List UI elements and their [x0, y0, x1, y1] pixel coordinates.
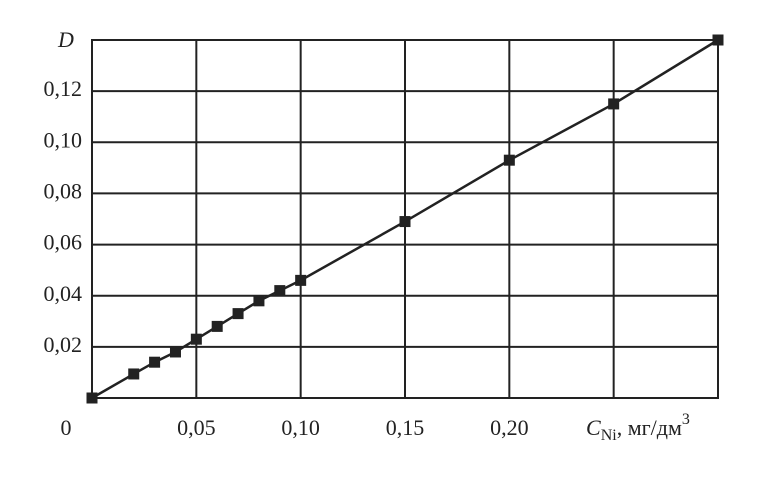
- x-axis-label-unit: , мг/дм: [617, 415, 682, 440]
- y-tick-label: 0,10: [44, 127, 83, 152]
- y-tick-label: 0,02: [44, 332, 83, 357]
- y-tick-label: 0,04: [44, 281, 83, 306]
- x-axis-label-sub: Ni: [601, 427, 618, 444]
- data-point: [211, 320, 223, 332]
- data-point: [274, 285, 286, 297]
- data-point: [169, 346, 181, 358]
- y-tick-label: 0,06: [44, 230, 83, 255]
- data-point: [712, 34, 724, 46]
- data-point: [86, 392, 98, 404]
- x-tick-label: 0,15: [386, 415, 425, 440]
- x-axis-label-sup: 3: [682, 411, 690, 428]
- x-tick-label: 0,20: [490, 415, 529, 440]
- data-point: [232, 308, 244, 320]
- data-point: [608, 98, 620, 110]
- data-point: [503, 154, 515, 166]
- y-tick-label: 0,12: [44, 76, 83, 101]
- x-tick-label: 0,05: [177, 415, 216, 440]
- x-axis-label-main: C: [586, 415, 601, 440]
- data-point: [399, 216, 411, 228]
- y-axis-label: D: [57, 27, 74, 52]
- data-point: [253, 295, 265, 307]
- data-point: [190, 333, 202, 345]
- x-tick-label: 0,10: [281, 415, 320, 440]
- data-point: [128, 368, 140, 380]
- x-axis-label: CNi, мг/дм3: [586, 411, 690, 444]
- x-tick-label: 0: [61, 415, 72, 440]
- data-point: [295, 274, 307, 286]
- y-tick-label: 0,08: [44, 178, 83, 203]
- data-point: [149, 356, 161, 368]
